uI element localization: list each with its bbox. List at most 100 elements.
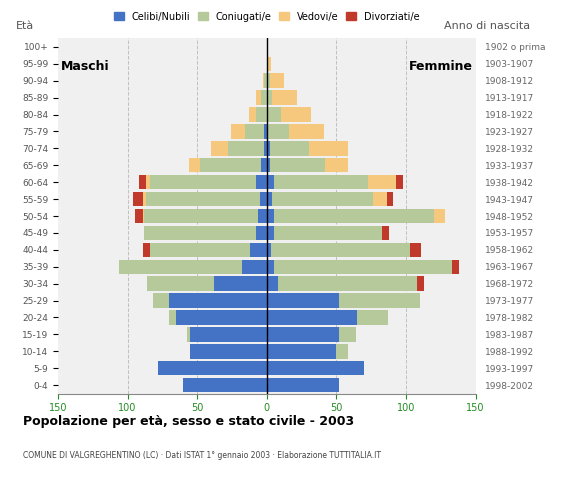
Bar — [256, 108, 267, 122]
Bar — [452, 260, 459, 274]
Bar — [267, 209, 274, 223]
Bar — [396, 175, 403, 190]
Bar — [144, 226, 256, 240]
Bar — [309, 141, 347, 156]
Bar — [256, 226, 267, 240]
Bar — [267, 158, 270, 172]
Bar — [417, 276, 424, 291]
Bar — [274, 260, 452, 274]
Bar — [267, 260, 274, 274]
Text: Maschi: Maschi — [61, 60, 110, 73]
Bar — [150, 175, 256, 190]
Bar — [147, 276, 214, 291]
Bar — [274, 226, 382, 240]
Bar — [190, 344, 267, 359]
Text: Femmine: Femmine — [409, 60, 473, 73]
Bar — [214, 276, 267, 291]
Bar — [245, 124, 264, 139]
Bar — [267, 293, 339, 308]
Bar — [274, 175, 368, 190]
Bar — [242, 260, 267, 274]
Bar — [260, 192, 267, 206]
Bar — [133, 192, 143, 206]
Bar — [267, 108, 281, 122]
Bar — [143, 243, 150, 257]
Bar — [273, 192, 372, 206]
Bar — [264, 141, 267, 156]
Bar — [289, 124, 324, 139]
Bar — [267, 226, 274, 240]
Bar — [368, 175, 396, 190]
Bar — [264, 124, 267, 139]
Bar — [271, 243, 410, 257]
Text: Popolazione per età, sesso e stato civile - 2003: Popolazione per età, sesso e stato civil… — [23, 415, 354, 428]
Bar — [267, 124, 289, 139]
Bar — [267, 90, 273, 105]
Bar — [267, 243, 271, 257]
Bar — [169, 310, 176, 324]
Bar — [261, 158, 267, 172]
Bar — [143, 209, 144, 223]
Bar — [187, 327, 190, 342]
Bar — [339, 293, 420, 308]
Bar — [264, 73, 267, 88]
Bar — [267, 310, 357, 324]
Bar — [158, 361, 267, 375]
Bar — [249, 108, 256, 122]
Bar — [372, 192, 386, 206]
Bar — [268, 57, 271, 71]
Legend: Celibi/Nubili, Coniugati/e, Vedovi/e, Divorziati/e: Celibi/Nubili, Coniugati/e, Vedovi/e, Di… — [110, 8, 423, 25]
Bar — [278, 276, 417, 291]
Bar — [263, 73, 264, 88]
Bar — [259, 209, 267, 223]
Bar — [357, 310, 388, 324]
Bar — [270, 73, 284, 88]
Bar — [267, 344, 336, 359]
Text: COMUNE DI VALGREGHENTINO (LC) · Dati ISTAT 1° gennaio 2003 · Elaborazione TUTTIT: COMUNE DI VALGREGHENTINO (LC) · Dati IST… — [23, 451, 381, 460]
Bar — [169, 293, 267, 308]
Bar — [270, 158, 325, 172]
Bar — [273, 90, 298, 105]
Bar — [228, 141, 264, 156]
Bar — [176, 310, 267, 324]
Bar — [153, 293, 169, 308]
Bar — [386, 192, 393, 206]
Bar — [410, 243, 421, 257]
Bar — [267, 57, 268, 71]
Bar — [267, 73, 270, 88]
Bar — [256, 90, 261, 105]
Bar — [146, 175, 150, 190]
Bar — [267, 276, 278, 291]
Bar — [256, 175, 267, 190]
Bar — [434, 209, 445, 223]
Bar — [270, 141, 309, 156]
Bar — [339, 327, 356, 342]
Bar — [267, 141, 270, 156]
Bar — [200, 158, 261, 172]
Bar — [382, 226, 389, 240]
Bar — [267, 192, 273, 206]
Bar — [139, 175, 146, 190]
Text: Età: Età — [16, 21, 34, 31]
Bar — [336, 344, 347, 359]
Bar — [211, 141, 228, 156]
Bar — [281, 108, 311, 122]
Bar — [183, 378, 267, 392]
Bar — [250, 243, 267, 257]
Bar — [267, 361, 364, 375]
Bar — [135, 209, 143, 223]
Bar — [190, 327, 267, 342]
Bar — [267, 175, 274, 190]
Bar — [150, 243, 250, 257]
Bar — [144, 209, 259, 223]
Bar — [267, 327, 339, 342]
Bar — [231, 124, 245, 139]
Bar — [143, 192, 146, 206]
Bar — [261, 90, 267, 105]
Bar — [189, 158, 200, 172]
Bar — [274, 209, 434, 223]
Text: Anno di nascita: Anno di nascita — [444, 21, 530, 31]
Bar — [325, 158, 347, 172]
Bar — [146, 192, 260, 206]
Bar — [119, 260, 242, 274]
